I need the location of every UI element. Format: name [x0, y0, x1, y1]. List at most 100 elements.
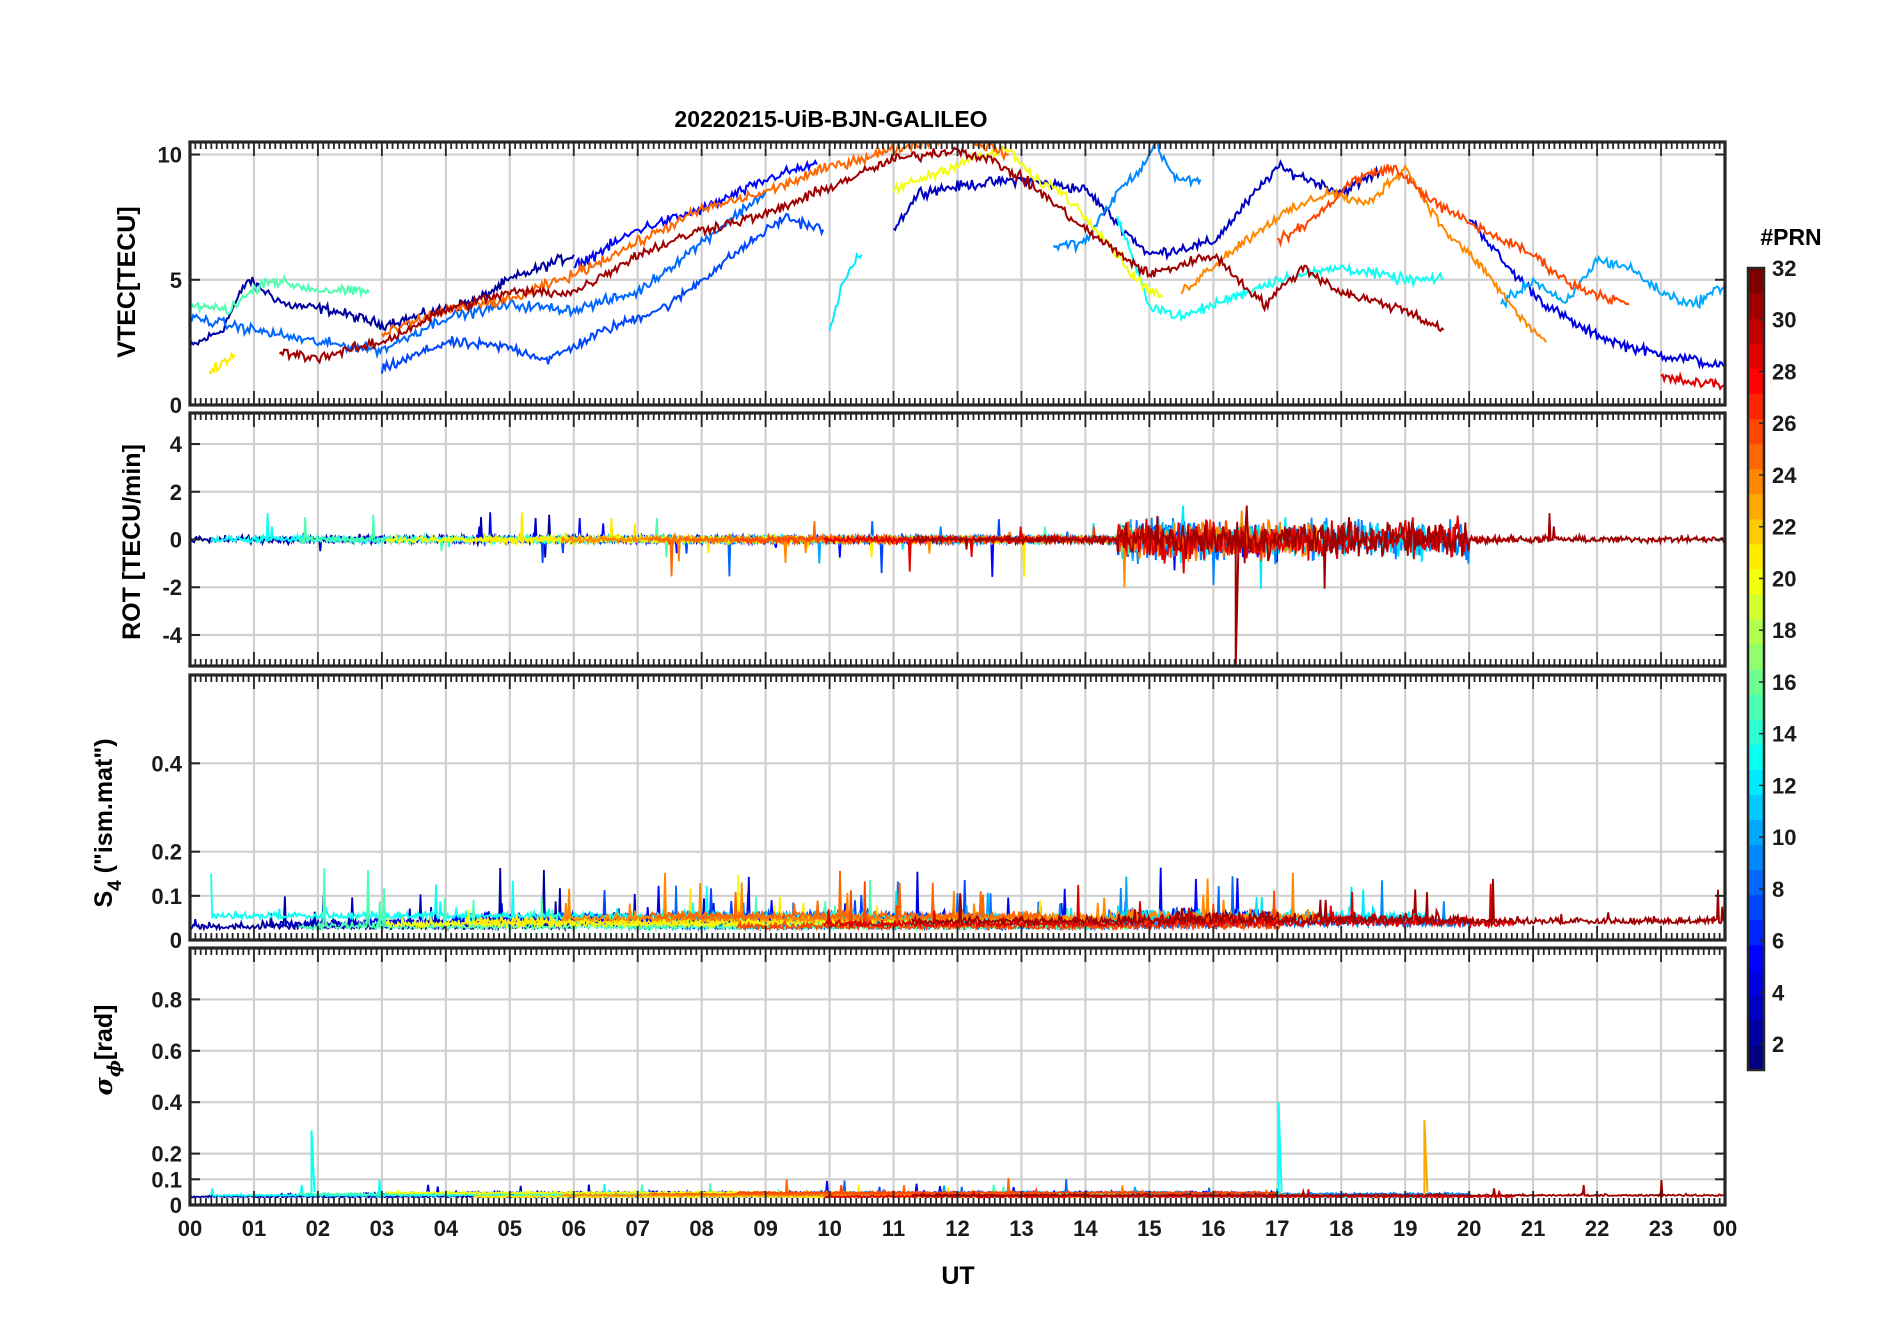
y-tick-label-sigma_phi: 0.4: [151, 1090, 182, 1115]
colorbar-tick-label: 8: [1772, 877, 1784, 902]
vtec-series-prn-21: [208, 350, 236, 375]
colorbar-tick-label: 30: [1772, 308, 1796, 333]
data-lines-S4: [190, 867, 1725, 933]
colorbar-swatch: [1748, 368, 1764, 394]
sigma-spike-prn-13b: [310, 1130, 316, 1195]
colorbar-swatch: [1748, 944, 1764, 971]
colorbar-swatch: [1748, 643, 1764, 670]
vtec-series-prn-3: [892, 159, 1381, 261]
s4-y-label: S4 ("ism.mat"): [90, 738, 126, 907]
vtec-series-prn-26: [1276, 163, 1630, 306]
colorbar-swatch: [1748, 719, 1764, 745]
y-tick-label-ROT: 0: [170, 528, 182, 553]
colorbar-tick-label: 14: [1772, 722, 1797, 747]
y-tick-label-sigma_phi: 0.6: [151, 1039, 182, 1064]
y-tick-label-S4: 0.4: [151, 751, 182, 776]
colorbar-swatch: [1748, 1044, 1764, 1071]
y-tick-label-ROT: -2: [162, 575, 182, 600]
x-tick-label: 03: [370, 1216, 394, 1241]
y-tick-label-sigma_phi: 0: [170, 1193, 182, 1218]
x-tick-label: 16: [1201, 1216, 1225, 1241]
colorbar-swatch: [1748, 744, 1764, 770]
colorbar-swatch: [1748, 343, 1764, 369]
x-tick-label: 11: [882, 1216, 905, 1241]
colorbar-swatch: [1748, 518, 1764, 545]
colorbar-swatch: [1748, 919, 1764, 946]
x-tick-label: 12: [945, 1216, 969, 1241]
colorbar: 32 30 28 26 24 22 20 18 16 14 12 10 8 6 4 2: [1746, 256, 1797, 1072]
vtec-series-prn-9: [1052, 142, 1202, 255]
sigma_phi-series-prn-29: [824, 1189, 1516, 1200]
y-tick-label-ROT: -4: [162, 623, 182, 648]
x-tick-label: 07: [625, 1216, 649, 1241]
ROT-series-prn-24: [560, 510, 1324, 588]
colorbar-tick-label: 10: [1772, 825, 1796, 850]
colorbar-swatch: [1748, 794, 1764, 820]
chart-title: 20220215-UiB-BJN-GALILEO: [674, 106, 987, 132]
x-tick-label: 14: [1073, 1216, 1098, 1241]
colorbar-swatch: [1748, 819, 1764, 846]
y-tick-label-sigma_phi: 0.2: [151, 1142, 182, 1167]
sigma_phi-series-prn-31: [911, 1180, 1725, 1199]
colorbar-tick-label: 26: [1772, 411, 1796, 436]
vtec-series-prn-20: [892, 145, 1163, 299]
x-tick-label: 08: [689, 1216, 713, 1241]
x-tick-label: 02: [306, 1216, 330, 1241]
colorbar-tick-label: 4: [1772, 980, 1785, 1005]
y-tick-label-ROT: 2: [170, 480, 182, 505]
x-tick-label: 21: [1521, 1216, 1545, 1241]
sigma_phi-series-prn-26: [736, 1184, 1281, 1196]
data-lines-ROT: [190, 505, 1725, 666]
panel-sigma_phi: 00.10.2 0.4 0.6 0.8: [151, 946, 1727, 1218]
colorbar-swatch: [1748, 443, 1764, 470]
rot-spike-prn-31: [1234, 534, 1240, 666]
data-lines-VTEC: [190, 142, 1725, 391]
y-tick-label-VTEC: 10: [158, 143, 182, 168]
y-tick-label-VTEC: 0: [170, 393, 182, 418]
colorbar-frame: [1746, 266, 1766, 1072]
colorbar-swatch: [1748, 969, 1764, 996]
x-tick-label: 04: [434, 1216, 459, 1241]
vtec-series-prn-4: [1468, 218, 1725, 370]
x-tick-label: 00: [178, 1216, 202, 1241]
vtec-series-prn-7: [380, 212, 825, 374]
y-tick-label-S4: 0.2: [151, 840, 182, 865]
vtec-series-prn-24: [1180, 163, 1547, 343]
x-tick-label: 19: [1393, 1216, 1417, 1241]
panel-VTEC: 0 5 10: [158, 140, 1727, 418]
colorbar-swatch: [1748, 694, 1764, 720]
vtec-series-prn-8: [190, 191, 767, 360]
colorbar-tick-label: 6: [1772, 929, 1784, 954]
vtec-series-prn-31: [278, 146, 1445, 365]
sigma-phi-y-label: σϕ[rad]: [89, 1005, 125, 1096]
x-tick-label: 10: [817, 1216, 841, 1241]
y-tick-label-ROT: 4: [170, 432, 183, 457]
x-tick-label: 23: [1649, 1216, 1673, 1241]
y-tick-label-S4: 0.1: [151, 884, 182, 909]
colorbar-tick-label: 18: [1772, 618, 1796, 643]
S4-series-prn-31: [911, 878, 1725, 928]
y-tick-label-sigma_phi: 0.1: [151, 1167, 182, 1192]
colorbar-title: #PRN: [1760, 224, 1821, 250]
colorbar-tick-label: 28: [1772, 359, 1796, 384]
x-tick-label: 01: [242, 1216, 266, 1241]
colorbar-swatch: [1748, 1019, 1764, 1046]
x-tick-label: 09: [753, 1216, 777, 1241]
colorbar-tick-label: 22: [1772, 515, 1796, 540]
ROT-series-prn-7: [539, 519, 1002, 574]
colorbar-tick-label: 12: [1772, 773, 1796, 798]
colorbar-tick-label: 16: [1772, 670, 1796, 695]
colorbar-swatch: [1748, 393, 1764, 419]
S4-series-prn-26: [736, 881, 1282, 932]
vtec-series-prn-12: [828, 252, 863, 331]
colorbar-tick-label: 20: [1772, 566, 1796, 591]
rot-y-label: ROT [TECU/min]: [118, 444, 146, 640]
panel-ROT: -4 -2 0 2 4: [162, 411, 1727, 668]
vtec-series-prn-10: [1500, 254, 1725, 310]
vtec-series-prn-29: [1660, 371, 1725, 391]
y-tick-label-VTEC: 5: [170, 268, 182, 293]
colorbar-swatch: [1748, 268, 1764, 294]
x-tick-label: 05: [498, 1216, 522, 1241]
x-tick-label: 18: [1329, 1216, 1353, 1241]
sigma-spike-prn-13: [1277, 1102, 1283, 1195]
